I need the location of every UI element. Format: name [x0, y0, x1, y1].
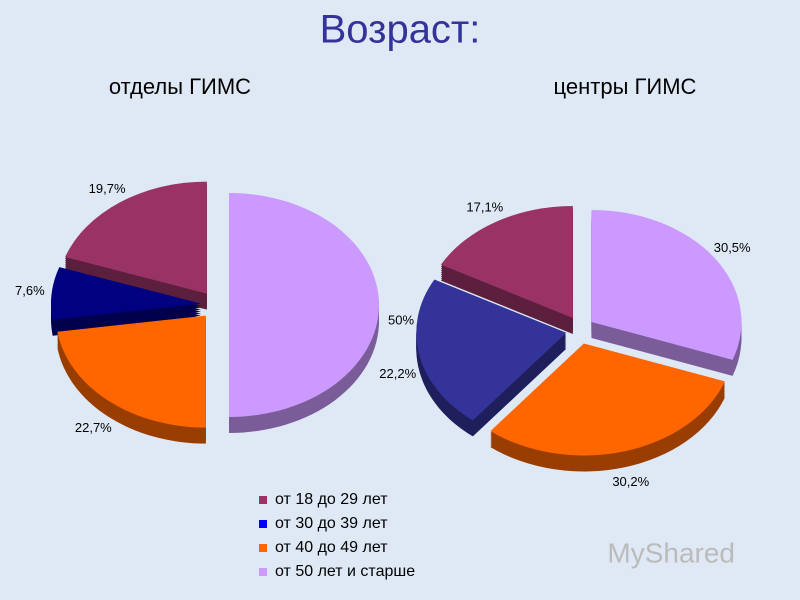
data-label: 19,7%: [89, 181, 126, 196]
pie-slice: [440, 205, 573, 318]
legend-label: от 18 до 29 лет: [275, 491, 388, 508]
pie-slice: [490, 343, 725, 456]
legend-swatch: [259, 520, 267, 528]
data-label: 22,2%: [379, 366, 416, 381]
watermark: MyShared: [607, 537, 735, 568]
data-label: 50%: [388, 312, 414, 327]
pie-slice: [51, 267, 202, 320]
legend-swatch: [259, 496, 267, 504]
legend-label: от 50 лет и старше: [275, 563, 415, 580]
pie-slice: [57, 315, 206, 428]
data-label: 30,2%: [612, 474, 649, 489]
data-label: 7,6%: [15, 283, 45, 298]
slide-title: Возраст:: [320, 8, 481, 52]
data-label: 22,7%: [75, 420, 112, 435]
legend-label: от 30 до 39 лет: [275, 515, 388, 532]
data-label: 30,5%: [714, 240, 751, 255]
chart-title: центры ГИМС: [554, 74, 697, 99]
pie-slice: [229, 193, 379, 417]
pie-slice: [416, 279, 567, 421]
legend-label: от 40 до 49 лет: [275, 539, 388, 556]
chart-title: отделы ГИМС: [109, 74, 251, 99]
pie-slice: [65, 181, 207, 294]
data-label: 17,1%: [466, 199, 503, 214]
legend-swatch: [259, 544, 267, 552]
legend-swatch: [259, 568, 267, 576]
pie-slice: [591, 209, 742, 360]
